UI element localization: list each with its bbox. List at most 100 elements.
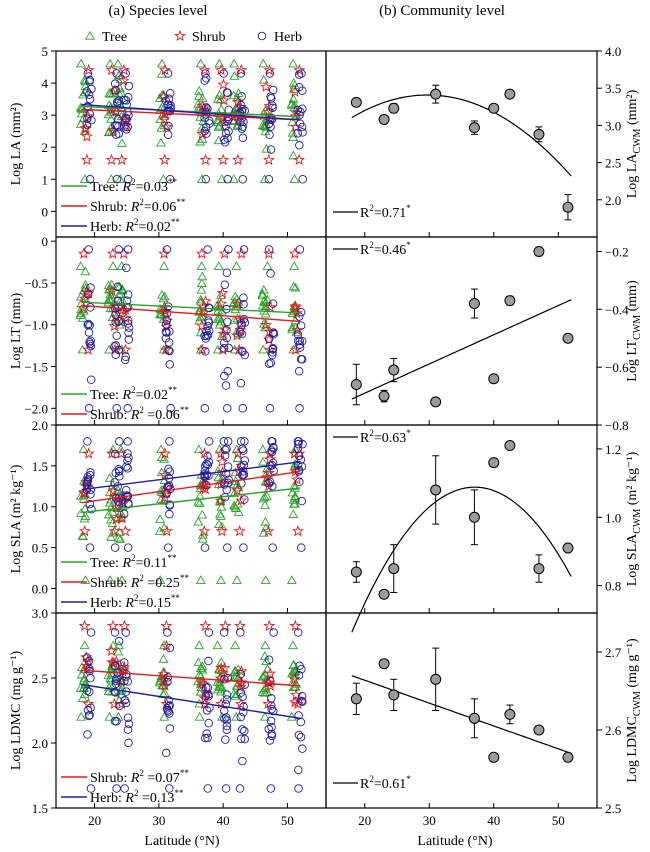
herb-point: [219, 343, 229, 353]
stat-r-symbol: R: [122, 180, 132, 195]
tree-point: [105, 58, 116, 68]
y-tick-label: 1.5: [32, 459, 48, 474]
tree-point: [104, 711, 115, 721]
tree-point: [261, 143, 272, 153]
stat-exponent: 2: [369, 203, 374, 213]
tree-point: [115, 288, 126, 298]
herb-point: [111, 121, 120, 130]
tree-point: [197, 533, 208, 543]
stat-herb: Herb: R2=0.15**: [61, 593, 180, 611]
tree-point: [104, 294, 115, 303]
shrub-point: [198, 447, 211, 459]
herb-point: [115, 701, 124, 711]
tree-point: [214, 680, 225, 690]
herb-point: [220, 714, 229, 723]
tree-point: [77, 693, 88, 703]
tree-point: [194, 86, 205, 95]
herb-point: [266, 94, 276, 103]
mean-marker: [562, 751, 574, 763]
tree-point: [214, 663, 225, 673]
herb-point: [298, 744, 307, 753]
stat-r-symbol: R: [124, 220, 134, 235]
community-point: [533, 724, 545, 736]
herb-point: [222, 695, 232, 704]
tree-point: [217, 521, 227, 531]
shrub-point: [231, 153, 244, 166]
mean-marker: [430, 88, 442, 100]
stat-text: R2=0.63*: [360, 428, 411, 446]
herb-point: [85, 543, 95, 552]
stat-exponent: 2: [369, 428, 374, 438]
herb-point: [163, 677, 172, 687]
herb-point: [163, 543, 173, 552]
y-axis-label: Log SLACWM (m² kg⁻¹): [625, 451, 643, 586]
tree-point: [194, 91, 204, 100]
shrub-point: [117, 74, 130, 86]
community-point: [533, 245, 545, 257]
herb-point: [294, 628, 303, 637]
stat-significance: **: [174, 788, 184, 798]
herb-point: [296, 321, 306, 330]
herb-point: [224, 105, 233, 115]
herb-point: [238, 725, 247, 734]
shrub-point: [264, 301, 277, 313]
herb-point: [164, 464, 173, 474]
herb-point: [240, 680, 250, 689]
shrub-point: [196, 343, 209, 355]
tree-point: [193, 657, 204, 667]
y-tick-label: 1.0: [32, 500, 48, 515]
herb-point: [85, 687, 94, 697]
tree-point: [216, 501, 227, 511]
y-tick-label: 0: [42, 234, 49, 249]
herb-point: [123, 175, 133, 184]
series-shrub: [79, 63, 306, 166]
tree-point: [230, 667, 241, 676]
stat-exponent: 2: [131, 385, 136, 395]
shrub-point: [110, 105, 123, 117]
herb-point: [219, 628, 229, 637]
fit-line-herb: [81, 103, 301, 121]
herb-point: [120, 696, 130, 705]
mean-marker: [504, 440, 516, 452]
shrub-point: [235, 63, 248, 76]
herb-point: [204, 326, 214, 336]
shrub-point: [105, 153, 118, 166]
tree-point: [108, 527, 119, 537]
herb-point: [202, 706, 212, 715]
shrub-point: [158, 247, 171, 259]
fit-line-herb: [81, 461, 301, 491]
herb-point: [223, 367, 233, 376]
stat-shrub: Shrub: R2 =0.25**: [61, 573, 189, 591]
fit-line-shrub: [81, 669, 301, 687]
herb-point: [236, 712, 245, 722]
herb-point: [240, 734, 250, 744]
tree-point: [215, 511, 226, 520]
herb-point: [165, 360, 174, 369]
fit-line-tree: [81, 301, 301, 314]
herb-point: [120, 658, 129, 667]
herb-point: [201, 347, 210, 356]
herb-point: [120, 355, 130, 365]
herb-point: [165, 724, 175, 733]
y-axis-label-main: Log SLA: [625, 533, 640, 586]
herb-point: [83, 69, 93, 78]
stat-exponent: 2: [134, 593, 139, 603]
y-axis-label: Log LTCWM (mm): [625, 280, 643, 382]
shrub-point: [263, 466, 276, 479]
herb-point: [164, 696, 173, 705]
shrub-point: [160, 619, 173, 632]
shrub-point: [82, 343, 95, 355]
herb-point: [83, 114, 92, 123]
herb-point: [165, 346, 174, 356]
herb-point: [221, 121, 231, 131]
community-point: [533, 126, 545, 143]
y-axis-label-main: Log LT: [625, 339, 640, 381]
tree-point: [104, 682, 115, 692]
series-herb: [82, 69, 307, 184]
herb-point: [267, 722, 276, 732]
shrub-point: [231, 329, 244, 341]
herb-point: [114, 636, 124, 646]
community-point: [388, 357, 400, 383]
herb-point: [294, 711, 303, 720]
herb-point: [120, 676, 129, 686]
